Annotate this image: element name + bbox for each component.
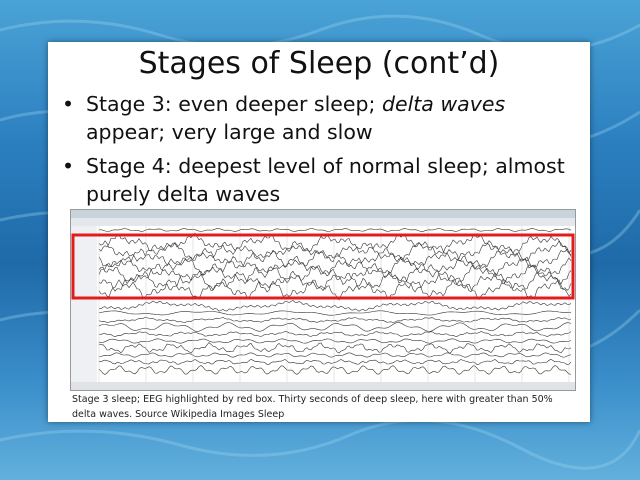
eeg-trace-line [98, 277, 572, 301]
eeg-timeline [71, 382, 575, 390]
eeg-trace-line [98, 310, 572, 316]
bullet-stage-4: • Stage 4: deepest level of normal sleep… [60, 152, 580, 208]
slide-title: Stages of Sleep (cont’d) [138, 46, 500, 81]
eeg-trace-line [98, 247, 572, 271]
eeg-trace-line [98, 300, 572, 312]
eeg-trace-line [98, 358, 572, 365]
image-caption: Stage 3 sleep; EEG highlighted by red bo… [72, 394, 553, 420]
eeg-trace-line [98, 255, 572, 278]
bullet-text: Stage 3: even deeper sleep; [86, 92, 382, 116]
eeg-trace-line [98, 317, 572, 323]
highlight-box [71, 233, 575, 300]
eeg-trace-line [98, 270, 572, 293]
eeg-toolbar [71, 210, 575, 218]
eeg-recording-image [70, 209, 576, 391]
eeg-trace-line [98, 322, 572, 332]
bullet-stage-3: • Stage 3: even deeper sleep; delta wave… [60, 90, 580, 146]
eeg-trace-line [98, 331, 572, 338]
eeg-trace-line [98, 342, 572, 354]
eeg-trace-line [99, 228, 572, 232]
eeg-channel-labels [71, 226, 97, 382]
eeg-toolbar-row [71, 218, 575, 226]
bullet-emphasis: delta waves [381, 92, 506, 116]
eeg-trace-line [98, 263, 572, 285]
eeg-trace-line [98, 240, 572, 263]
bullet-dot: • [62, 92, 75, 116]
eeg-trace-line [98, 338, 572, 344]
eeg-trace-line [98, 365, 571, 375]
eeg-traces [71, 210, 575, 390]
bullet-dot: • [62, 154, 75, 178]
bullet-list: • Stage 3: even deeper sleep; delta wave… [60, 90, 580, 214]
bullet-text-rest: appear; very large and slow [86, 120, 373, 144]
bullet-text: Stage 4: deepest level of normal sleep; … [86, 154, 565, 206]
slide: Stages of Sleep (cont’d) • Stage 3: even… [48, 42, 590, 422]
eeg-trace-line [98, 352, 572, 358]
